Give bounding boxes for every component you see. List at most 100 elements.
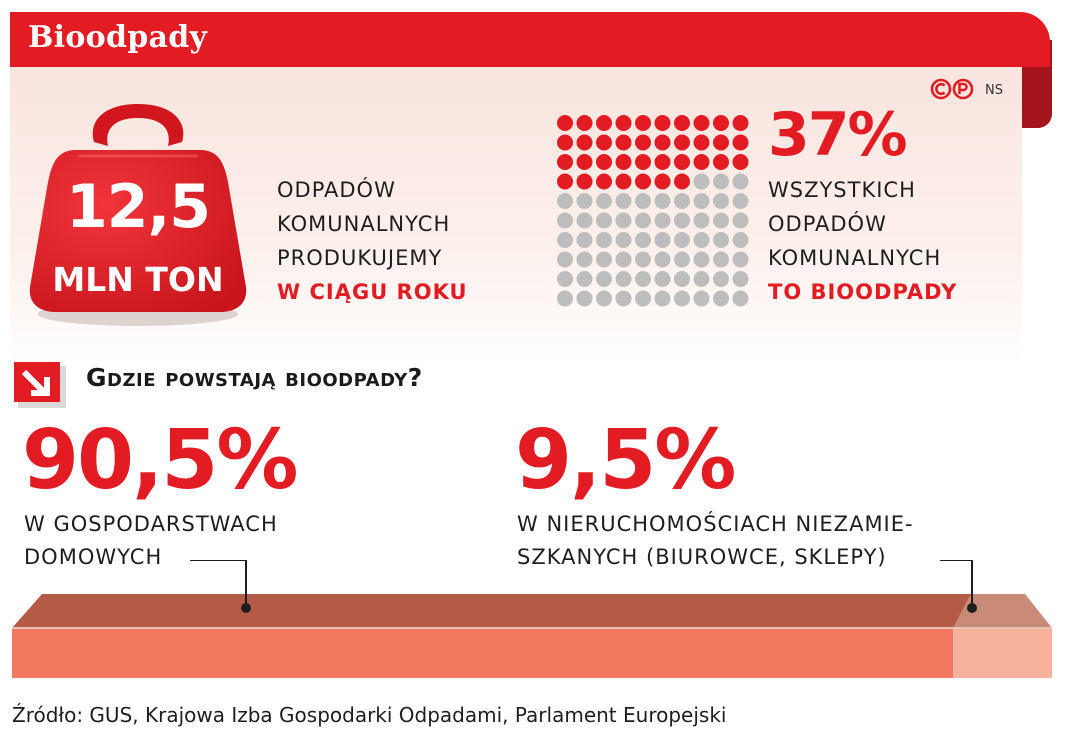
dot-pictogram — [557, 115, 749, 307]
dot-other — [732, 193, 749, 209]
dot-other — [596, 212, 612, 229]
dot-bioodpady — [576, 115, 593, 131]
dot-other — [557, 232, 573, 248]
dot-bioodpady — [693, 134, 710, 151]
weight-value: 12,5 — [65, 172, 211, 242]
dot-other — [635, 290, 651, 307]
dot-bioodpady — [732, 134, 749, 151]
dot-bioodpady — [732, 115, 749, 131]
dot-bioodpady — [654, 115, 671, 131]
dot-other — [654, 212, 671, 229]
dot-other — [654, 290, 671, 307]
dot-other — [557, 290, 573, 307]
source-note: Źródło: GUS, Krajowa Izba Gospodarki Odp… — [12, 703, 727, 727]
page-title: Bioodpady — [28, 20, 208, 55]
dot-other — [615, 212, 632, 229]
dot-bioodpady — [635, 115, 651, 131]
dot-other — [635, 193, 651, 209]
weight-unit: MLN TON — [52, 260, 224, 299]
dot-bioodpady — [713, 154, 729, 170]
households-value: 90,5% — [22, 413, 298, 508]
dot-other — [576, 290, 593, 307]
dot-other — [576, 193, 593, 209]
dot-other — [635, 271, 651, 287]
dot-other — [713, 173, 729, 190]
dot-bioodpady — [674, 134, 690, 151]
dot-bioodpady — [576, 134, 593, 151]
bar-households — [12, 628, 954, 678]
dot-bioodpady — [576, 173, 593, 190]
dot-other — [576, 251, 593, 268]
leader-households — [190, 560, 247, 608]
dot-other — [674, 290, 690, 307]
weight-caption-line: KOMUNALNYCH — [277, 212, 451, 236]
dot-bioodpady — [732, 154, 749, 170]
dot-other — [654, 271, 671, 287]
dot-other — [693, 232, 710, 248]
share-caption-line: ODPADÓW — [768, 212, 887, 236]
dot-other — [635, 232, 651, 248]
dot-bioodpady — [557, 134, 573, 151]
households-label-line: W GOSPODARSTWACH — [24, 512, 278, 536]
dot-bioodpady — [713, 134, 729, 151]
dot-other — [557, 251, 573, 268]
author-initials: NS — [985, 83, 1003, 98]
dot-other — [713, 212, 729, 229]
dot-other — [674, 271, 690, 287]
dot-other — [732, 232, 749, 248]
dot-other — [713, 232, 729, 248]
dot-other — [596, 290, 612, 307]
dot-bioodpady — [654, 173, 671, 190]
dot-other — [674, 251, 690, 268]
weight-caption: ODPADÓW KOMUNALNYCH PRODUKUJEMY W CIĄGU … — [277, 173, 468, 309]
non-residential-label: W NIERUCHOMOŚCIACH NIEZAMIE- SZKANYCH (B… — [517, 508, 914, 574]
dot-other — [713, 271, 729, 287]
arrow-down-right-icon — [14, 362, 66, 408]
dot-other — [713, 290, 729, 307]
dot-other — [654, 251, 671, 268]
dot-other — [557, 212, 573, 229]
dot-other — [576, 271, 593, 287]
non-residential-label-line: W NIERUCHOMOŚCIACH NIEZAMIE- — [517, 512, 914, 536]
dot-other — [732, 271, 749, 287]
dot-bioodpady — [674, 115, 690, 131]
dot-other — [732, 251, 749, 268]
leader-non-residential — [940, 560, 973, 608]
dot-bioodpady — [576, 154, 593, 170]
dot-other — [596, 193, 612, 209]
dot-other — [576, 212, 593, 229]
dot-bioodpady — [635, 173, 651, 190]
split-bar-chart — [12, 560, 1052, 678]
weight-caption-line: PRODUKUJEMY — [277, 246, 443, 270]
dot-bioodpady — [615, 154, 632, 170]
share-caption-line: WSZYSTKICH — [768, 178, 916, 202]
dot-other — [693, 271, 710, 287]
dot-bioodpady — [635, 154, 651, 170]
dot-other — [732, 173, 749, 190]
dot-bioodpady — [674, 173, 690, 190]
households-label: W GOSPODARSTWACH DOMOWYCH — [24, 508, 278, 574]
leader-households-dot — [241, 603, 251, 613]
dot-other — [557, 193, 573, 209]
dot-other — [693, 212, 710, 229]
leader-non-residential-dot — [967, 603, 977, 613]
households-label-line: DOMOWYCH — [24, 545, 163, 569]
dot-other — [654, 193, 671, 209]
dot-bioodpady — [615, 173, 632, 190]
dot-other — [693, 193, 710, 209]
dot-bioodpady — [557, 154, 573, 170]
dot-bioodpady — [596, 154, 612, 170]
dot-bioodpady — [635, 134, 651, 151]
dot-other — [615, 193, 632, 209]
dot-other — [674, 212, 690, 229]
dot-other — [732, 290, 749, 307]
dot-other — [596, 251, 612, 268]
share-caption-line: KOMUNALNYCH — [768, 246, 942, 270]
dot-bioodpady — [596, 134, 612, 151]
dot-bioodpady — [674, 154, 690, 170]
dot-other — [713, 251, 729, 268]
dot-other — [615, 271, 632, 287]
dot-other — [693, 173, 710, 190]
bar-top-non-residential — [953, 594, 1052, 628]
dot-other — [713, 193, 729, 209]
